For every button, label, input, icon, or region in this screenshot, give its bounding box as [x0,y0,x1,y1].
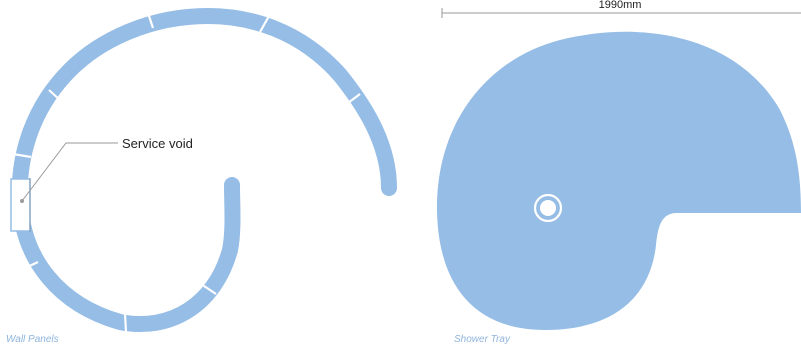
shower-tray-caption: Shower Tray [454,334,510,345]
service-void [10,178,31,232]
shower-tray-diagram: 1990mm [436,0,801,330]
drain-center [540,200,556,216]
panel-joints [12,9,361,333]
panel-joint [12,152,32,159]
panel-joint [259,15,270,33]
service-void-leader-line [21,142,118,202]
service-void-label: Service void [122,136,193,151]
shower-tray-shape [436,31,801,330]
dimension-label: 1990mm [599,0,642,11]
wall-panels-caption: Wall Panels [6,334,59,345]
wall-panel-arc [11,7,397,333]
panel-joint [123,313,128,333]
panel-joint [343,93,361,107]
panel-joint [48,89,62,102]
panel-joint [20,261,39,271]
service-void-leader-dot [20,199,24,203]
panel-joint [145,9,155,29]
drain-icon [533,193,563,223]
panel-joint [200,283,217,295]
wall-panels-diagram: Service void [10,7,397,333]
